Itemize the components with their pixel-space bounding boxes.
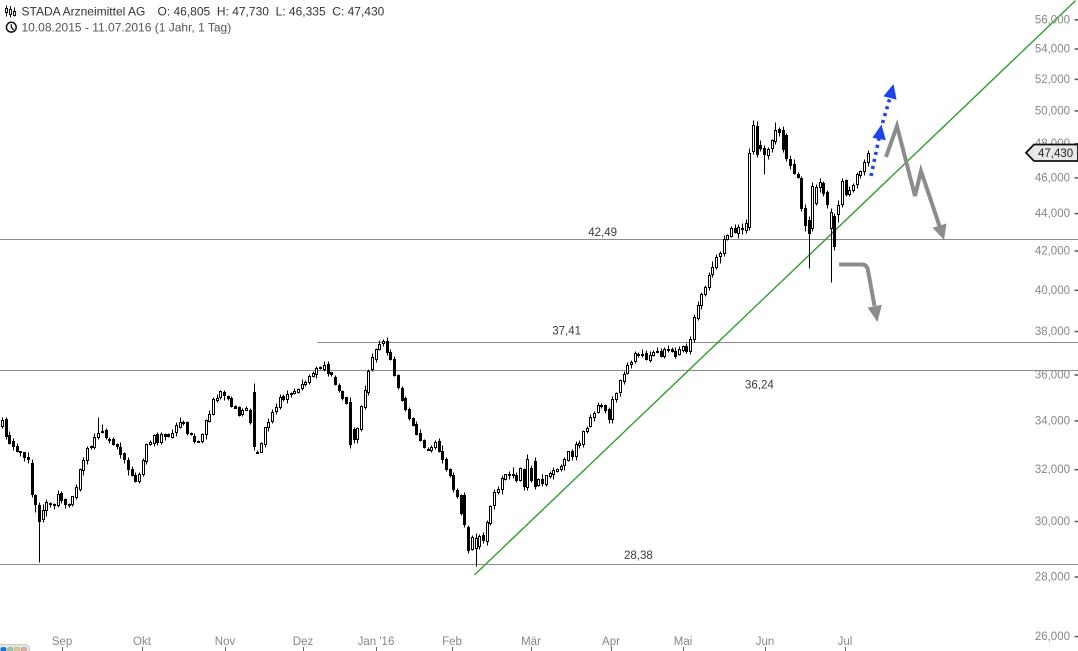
svg-text:28,38: 28,38 [624, 550, 653, 562]
svg-text:46,000: 46,000 [1035, 172, 1070, 184]
svg-text:Sep: Sep [52, 636, 72, 648]
svg-text:36,000: 36,000 [1035, 370, 1070, 382]
svg-text:10.08.2015 - 11.07.2016 (1 Jah: 10.08.2015 - 11.07.2016 (1 Jahr, 1 Tag) [22, 21, 232, 35]
svg-text:52,000: 52,000 [1035, 74, 1070, 86]
svg-text:Okt: Okt [133, 636, 152, 648]
svg-text:26,000: 26,000 [1035, 631, 1070, 643]
svg-text:32,000: 32,000 [1035, 464, 1070, 476]
svg-text:28,000: 28,000 [1035, 572, 1070, 584]
svg-text:42,49: 42,49 [588, 227, 617, 239]
svg-text:37,41: 37,41 [552, 326, 581, 338]
svg-text:STADA Arzneimittel AG: STADA Arzneimittel AG [22, 5, 146, 19]
svg-text:40,000: 40,000 [1035, 285, 1070, 297]
svg-text:42,000: 42,000 [1035, 246, 1070, 258]
svg-text:Apr: Apr [602, 636, 620, 648]
svg-text:50,000: 50,000 [1035, 105, 1070, 117]
svg-text:54,000: 54,000 [1035, 44, 1070, 56]
svg-text:Jul: Jul [838, 636, 853, 648]
svg-text:Jun: Jun [756, 636, 775, 648]
svg-text:36,24: 36,24 [745, 380, 774, 392]
svg-text:Jan '16: Jan '16 [358, 636, 395, 648]
svg-text:Dez: Dez [293, 636, 314, 648]
svg-text:34,000: 34,000 [1035, 415, 1070, 427]
svg-text:Mär: Mär [521, 636, 541, 648]
svg-text:47,430: 47,430 [1038, 148, 1073, 160]
svg-text:56,000: 56,000 [1035, 14, 1070, 26]
svg-text:Feb: Feb [442, 636, 462, 648]
svg-text:44,000: 44,000 [1035, 208, 1070, 220]
svg-text:O: 46,805 H: 47,730 L: 46,33: O: 46,805 H: 47,730 L: 46,335 C: 47,430 [158, 5, 385, 19]
svg-text:38,000: 38,000 [1035, 326, 1070, 338]
svg-text:30,000: 30,000 [1035, 516, 1070, 528]
svg-text:Nov: Nov [215, 636, 236, 648]
svg-text:Mai: Mai [674, 636, 693, 648]
